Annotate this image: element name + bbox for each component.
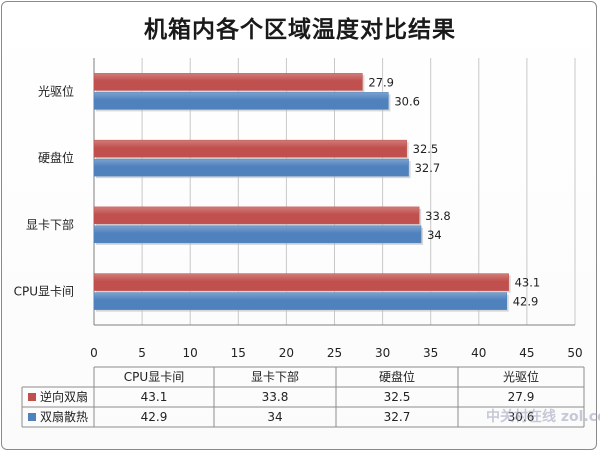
x-tick-label: 30	[375, 346, 390, 360]
x-tick-label: 20	[279, 346, 294, 360]
legend-label: 逆向双扇	[40, 389, 88, 404]
table-header-cell: 光驱位	[503, 369, 539, 384]
table-cell: 34	[267, 410, 282, 424]
bar-reverse-fans	[93, 206, 420, 225]
legend-key	[28, 393, 36, 401]
table-header-cell: 显卡下部	[251, 369, 299, 384]
table-header-cell: 硬盘位	[379, 369, 415, 384]
x-tick-label: 10	[183, 346, 198, 360]
watermark: 中关村在线 zol.com.cn	[486, 408, 600, 425]
x-tick-label: 5	[138, 346, 146, 360]
data-label: 34	[427, 228, 442, 242]
data-label: 32.5	[413, 142, 439, 156]
table-cell: 43.1	[141, 390, 168, 404]
x-tick-label: 40	[471, 346, 486, 360]
legend-label: 双扇散热	[40, 409, 88, 424]
data-label: 42.9	[513, 295, 539, 309]
data-label: 30.6	[394, 94, 420, 108]
bar-dual-fans	[93, 158, 409, 177]
bar-dual-fans	[93, 92, 389, 110]
legend-key	[28, 413, 36, 421]
x-tick-label: 0	[90, 346, 98, 360]
bar-dual-fans	[93, 292, 507, 310]
table-cell: 32.5	[384, 390, 411, 404]
bar-dual-fans	[93, 225, 422, 244]
data-label: 27.9	[368, 75, 394, 89]
bar-reverse-fans	[93, 73, 363, 91]
category-label: CPU显卡间	[14, 285, 74, 299]
table-cell: 30.6	[508, 410, 535, 424]
table-cell: 33.8	[262, 390, 289, 404]
table-header-cell: CPU显卡间	[124, 370, 184, 384]
x-tick-label: 45	[519, 346, 534, 360]
data-label: 33.8	[425, 209, 451, 223]
bar-reverse-fans	[93, 139, 407, 158]
x-tick-label: 35	[423, 346, 438, 360]
table-cell: 42.9	[141, 410, 168, 424]
x-tick-label: 15	[231, 346, 246, 360]
data-label: 32.7	[415, 161, 441, 175]
category-label: 显卡下部	[26, 217, 74, 232]
table-cell: 27.9	[508, 390, 535, 404]
bar-reverse-fans	[93, 273, 509, 291]
x-tick-label: 50	[567, 346, 582, 360]
category-label: 硬盘位	[38, 150, 74, 165]
chart-title: 机箱内各个区域温度对比结果	[144, 17, 456, 43]
data-label: 43.1	[515, 276, 541, 290]
x-tick-label: 25	[327, 346, 342, 360]
table-cell: 32.7	[384, 410, 411, 424]
category-label: 光驱位	[38, 83, 74, 98]
